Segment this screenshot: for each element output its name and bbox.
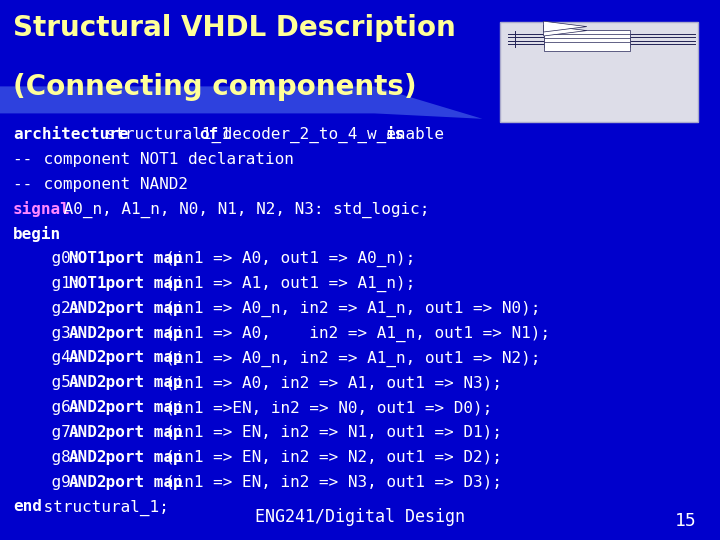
Text: port map: port map (96, 350, 192, 366)
Text: is: is (386, 127, 405, 142)
Text: g1:: g1: (13, 276, 90, 291)
Polygon shape (544, 21, 587, 32)
Text: port map: port map (96, 425, 192, 440)
Text: AND2: AND2 (68, 450, 107, 465)
Text: port map: port map (96, 450, 192, 465)
Text: NOT1: NOT1 (68, 276, 107, 291)
Text: of: of (199, 127, 219, 142)
Text: AND2: AND2 (68, 475, 107, 490)
Text: (in1 => EN, in2 => N2, out1 => D2);: (in1 => EN, in2 => N2, out1 => D2); (165, 450, 502, 465)
Polygon shape (0, 86, 482, 119)
Text: AND2: AND2 (68, 350, 107, 366)
Text: port map: port map (96, 326, 192, 341)
Text: Structural VHDL Description: Structural VHDL Description (13, 14, 456, 42)
Text: (in1 => A0_n, in2 => A1_n, out1 => N2);: (in1 => A0_n, in2 => A1_n, out1 => N2); (165, 350, 541, 367)
Text: structural1_1: structural1_1 (96, 127, 240, 143)
Bar (544, 30, 630, 39)
Text: (in1 => A0_n, in2 => A1_n, out1 => N0);: (in1 => A0_n, in2 => A1_n, out1 => N0); (165, 301, 541, 317)
Text: AND2: AND2 (68, 400, 107, 415)
Text: (in1 => A0,    in2 => A1_n, out1 => N1);: (in1 => A0, in2 => A1_n, out1 => N1); (165, 326, 550, 342)
Text: (in1 =>EN, in2 => N0, out1 => D0);: (in1 =>EN, in2 => N0, out1 => D0); (165, 400, 492, 415)
Text: signal: signal (13, 201, 71, 218)
Text: g0:: g0: (13, 251, 90, 266)
Text: (Connecting components): (Connecting components) (13, 73, 417, 101)
Text: (in1 => A0, out1 => A0_n);: (in1 => A0, out1 => A0_n); (165, 251, 415, 267)
Bar (500, 22, 698, 122)
Text: port map: port map (96, 276, 192, 291)
Text: g3:: g3: (13, 326, 90, 341)
Text: port map: port map (96, 475, 192, 490)
Bar (544, 42, 630, 51)
Text: (in1 => A1, out1 => A1_n);: (in1 => A1, out1 => A1_n); (165, 276, 415, 292)
Text: component NAND2: component NAND2 (34, 177, 188, 192)
Text: g7:: g7: (13, 425, 90, 440)
Text: AND2: AND2 (68, 425, 107, 440)
Polygon shape (544, 25, 587, 36)
Text: architecture: architecture (13, 127, 128, 142)
Text: port map: port map (96, 301, 192, 316)
Text: A0_n, A1_n, N0, N1, N2, N3: std_logic;: A0_n, A1_n, N0, N1, N2, N3: std_logic; (55, 201, 430, 218)
Text: (in1 => EN, in2 => N1, out1 => D1);: (in1 => EN, in2 => N1, out1 => D1); (165, 425, 502, 440)
Text: (in1 => A0, in2 => A1, out1 => N3);: (in1 => A0, in2 => A1, out1 => N3); (165, 375, 502, 390)
Text: g6:: g6: (13, 400, 90, 415)
Text: port map: port map (96, 400, 192, 415)
Text: g8:: g8: (13, 450, 90, 465)
Text: port map: port map (96, 251, 192, 266)
Text: 15: 15 (675, 512, 697, 530)
Text: structural_1;: structural_1; (34, 500, 168, 516)
Text: port map: port map (96, 375, 192, 390)
Bar (544, 34, 630, 43)
Text: --: -- (13, 177, 42, 192)
Text: g4:: g4: (13, 350, 90, 366)
Text: AND2: AND2 (68, 326, 107, 341)
Text: decoder_2_to_4_w_enable: decoder_2_to_4_w_enable (213, 127, 454, 143)
Text: ENG241/Digital Design: ENG241/Digital Design (255, 508, 465, 526)
Text: (in1 => EN, in2 => N3, out1 => D3);: (in1 => EN, in2 => N3, out1 => D3); (165, 475, 502, 490)
Text: --: -- (13, 152, 42, 167)
Text: AND2: AND2 (68, 375, 107, 390)
Text: end: end (13, 500, 42, 515)
Text: g2:: g2: (13, 301, 90, 316)
Text: g9:: g9: (13, 475, 90, 490)
Text: AND2: AND2 (68, 301, 107, 316)
Text: begin: begin (13, 226, 61, 242)
Bar (544, 38, 630, 47)
Text: g5:: g5: (13, 375, 90, 390)
Text: component NOT1 declaration: component NOT1 declaration (34, 152, 294, 167)
Text: NOT1: NOT1 (68, 251, 107, 266)
